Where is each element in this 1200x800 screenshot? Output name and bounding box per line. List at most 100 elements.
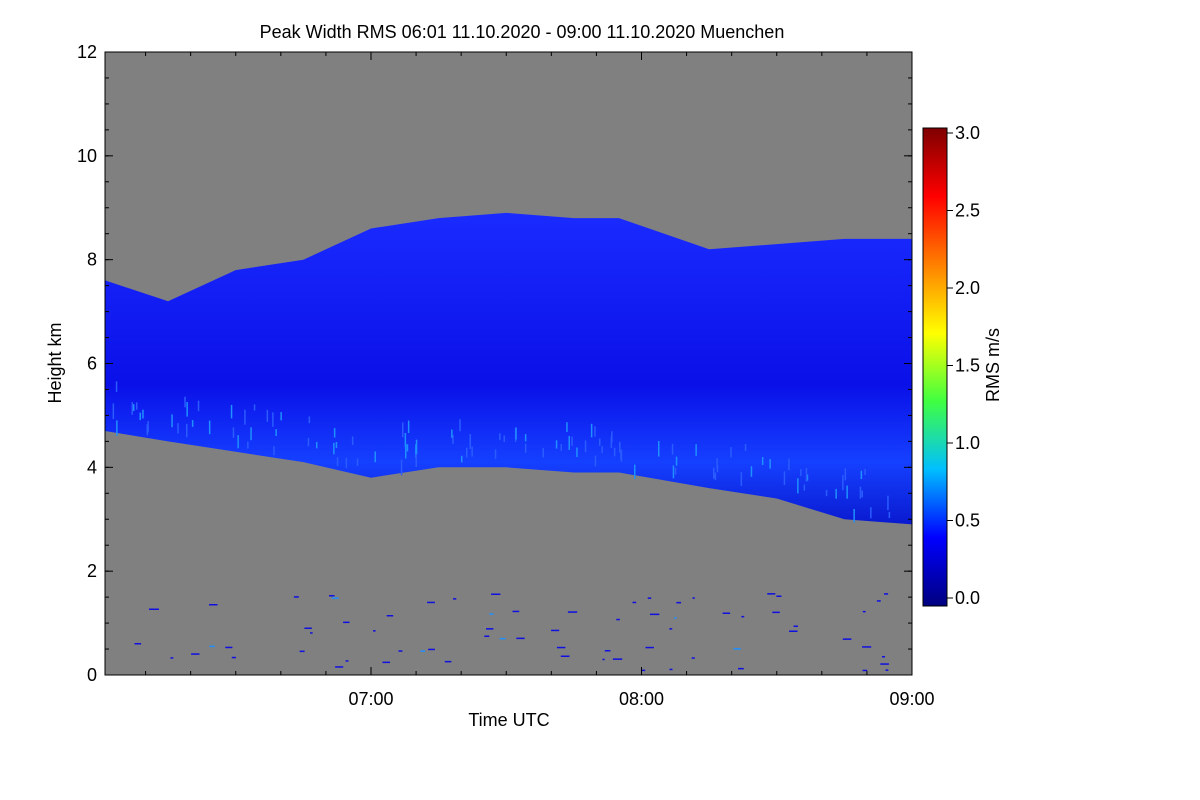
low-echo (560, 655, 570, 657)
low-echo (776, 595, 782, 597)
rms-streak (230, 404, 233, 419)
rms-streak (272, 412, 274, 427)
colorbar-tick-label: 3.0 (955, 123, 980, 143)
rms-streak (806, 474, 809, 481)
low-echo (386, 615, 394, 617)
y-tick-label: 4 (87, 457, 97, 477)
x-tick-label: 08:00 (619, 689, 664, 709)
rms-streak (415, 444, 417, 458)
near-ground-echoes (134, 593, 889, 672)
colorbar-ticks: 0.0 0.5 1.0 1.5 2.0 2.5 3.0 (947, 123, 980, 608)
rms-streak (351, 436, 354, 446)
rms-streak (542, 448, 544, 458)
low-echo (862, 610, 866, 613)
colorbar-tick-label: 0.0 (955, 588, 980, 608)
low-echo (329, 595, 335, 597)
low-echo (722, 612, 731, 614)
y-tick-label: 10 (77, 146, 97, 166)
low-echo (842, 638, 852, 640)
rms-streak (861, 490, 863, 498)
colorbar-label: RMS m/s (983, 328, 1003, 402)
y-axis-label: Height km (45, 322, 65, 403)
rms-streak (266, 409, 269, 422)
rms-streak (345, 457, 348, 468)
low-echo (647, 597, 652, 599)
y-tick-label: 12 (77, 42, 97, 62)
low-echo (427, 601, 435, 604)
rms-streak (590, 423, 593, 438)
low-echo (884, 593, 889, 595)
rms-streak (333, 442, 335, 455)
rms-streak (568, 436, 570, 450)
low-echo (382, 661, 390, 664)
low-echo (499, 637, 506, 640)
rms-streak (594, 455, 597, 467)
rms-streak (524, 434, 527, 442)
rms-streak (247, 441, 249, 449)
low-echo (882, 656, 885, 658)
rms-streak (374, 451, 376, 463)
rms-streak (415, 454, 417, 467)
rms-streak (730, 447, 732, 458)
low-echo (862, 669, 868, 672)
rms-streak (844, 468, 847, 481)
rms-streak (887, 495, 889, 511)
low-echo (604, 650, 611, 652)
rms-streak (133, 404, 135, 411)
low-echo (556, 646, 566, 649)
rms-streak (860, 470, 863, 480)
rms-streak (177, 423, 179, 434)
rms-streak (674, 467, 677, 475)
low-echo (674, 617, 677, 619)
rms-streak (191, 420, 194, 427)
x-axis: 07:00 08:00 09:00 (145, 52, 935, 709)
rms-streak (620, 452, 622, 460)
low-echo (862, 646, 872, 648)
colorbar-tick-label: 1.5 (955, 356, 980, 376)
rms-streak (613, 447, 616, 457)
rms-streak (825, 489, 828, 497)
rms-streak (499, 433, 501, 441)
rms-streak (788, 458, 790, 471)
rms-streak (253, 404, 256, 411)
low-echo (420, 650, 425, 652)
cloud-layer (105, 212, 912, 525)
rms-streak (459, 419, 461, 432)
rms-streak (658, 441, 660, 457)
rms-streak (112, 403, 115, 419)
rms-streak (503, 435, 505, 442)
low-echo (733, 648, 741, 650)
rms-streak (184, 396, 186, 408)
y-tick-label: 0 (87, 665, 97, 685)
rms-streak (308, 416, 311, 424)
low-echo (310, 632, 313, 634)
low-echo (231, 656, 236, 659)
rms-streak (400, 459, 403, 476)
rms-streak (515, 427, 517, 440)
low-echo (602, 658, 605, 661)
x-tick-label: 09:00 (889, 689, 934, 709)
rms-streak (797, 478, 799, 494)
colorbar-tick-label: 2.0 (955, 278, 980, 298)
rms-streak (610, 436, 613, 448)
rms-streak (280, 412, 282, 421)
rms-streak (461, 455, 463, 463)
x-tick-label: 07:00 (348, 689, 393, 709)
rms-streak (713, 467, 715, 479)
rms-streak (250, 427, 252, 441)
low-echo (486, 628, 494, 630)
low-echo (225, 646, 233, 649)
low-echo (669, 668, 673, 671)
low-echo (191, 653, 200, 655)
low-echo (489, 613, 494, 615)
rms-streak (469, 434, 471, 449)
rms-streak (803, 484, 806, 491)
y-tick-label: 6 (87, 354, 97, 374)
low-echo (149, 608, 159, 610)
low-echo (880, 663, 889, 665)
rms-streak (316, 442, 318, 449)
rms-streak (356, 458, 359, 466)
chart-title: Peak Width RMS 06:01 11.10.2020 - 09:00 … (260, 22, 785, 42)
low-echo (293, 596, 299, 598)
rms-streak (769, 459, 771, 469)
